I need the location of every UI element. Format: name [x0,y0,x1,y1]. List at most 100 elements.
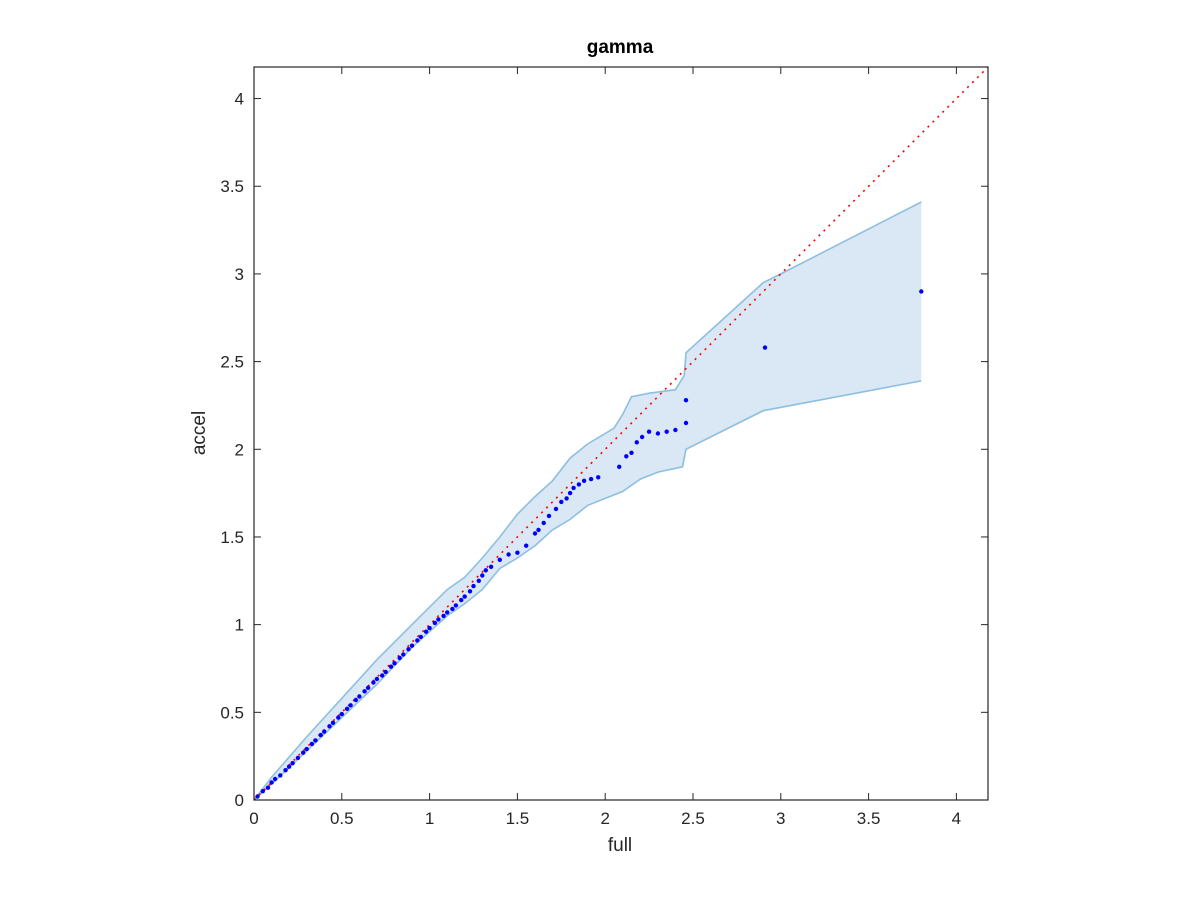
data-point [388,664,394,669]
data-point [436,617,441,622]
data-point [330,720,336,725]
y-tick-label: 0.5 [220,703,244,722]
data-point [365,685,371,690]
data-point [467,589,473,594]
data-point [488,564,494,569]
x-tick-label: 3 [776,809,785,828]
y-axis-label: accel [189,411,210,455]
data-point [683,420,689,426]
x-tick-label: 2 [600,809,609,828]
y-tick-label: 1 [235,616,244,635]
data-point [476,578,481,583]
confidence-band [254,202,922,800]
data-point [432,620,438,626]
data-point [353,697,358,703]
data-point [265,785,271,790]
data-point [639,434,645,440]
data-point [357,694,362,699]
data-point [506,552,511,557]
data-point [392,661,397,666]
data-point [541,520,546,526]
y-tick-label: 4 [235,90,244,109]
data-point [327,724,332,729]
data-point [278,773,283,778]
data-point [576,482,582,487]
data-point [406,647,411,652]
data-point [559,499,564,505]
data-point [629,450,634,455]
data-point [483,568,488,573]
data-point [532,531,538,536]
x-tick-label: 3.5 [857,809,881,828]
plot-area [253,66,989,801]
axes-frame [253,66,989,801]
data-point [441,613,446,619]
data-point [634,440,639,445]
data-point [673,427,678,433]
data-point [313,738,318,743]
data-point [383,669,388,675]
y-tick-label: 2.5 [220,353,244,372]
data-point [459,597,464,603]
data-point [318,732,323,738]
y-tick-label: 1.5 [220,528,244,547]
data-point [450,606,455,612]
y-tick-label: 2 [235,440,244,459]
data-point [380,673,385,678]
band-lower-edge [253,380,922,801]
data-point [445,610,450,615]
data-point [286,764,292,769]
data-point [269,780,274,785]
data-point [471,583,476,589]
data-point [655,431,661,436]
data-point [283,768,288,773]
data-point [418,634,423,640]
x-tick-label: 0.5 [330,809,354,828]
data-point [362,689,367,694]
x-axis-ticks: 0 0.5 1 1.5 2 2.5 3 3.5 4 [249,67,961,828]
data-point [624,454,629,459]
data-point [564,496,569,501]
data-point [919,289,924,294]
data-point [524,543,529,548]
reference-line [253,66,989,801]
data-point [255,794,260,799]
data-point [304,746,309,752]
data-point [683,398,689,403]
data-point [567,490,573,496]
data-point [427,625,432,631]
data-point [515,550,520,555]
chart-title: gamma [587,37,654,58]
data-point [571,485,576,491]
x-tick-label: 4 [952,809,961,828]
y-tick-label: 3.5 [220,177,244,196]
data-point [596,475,601,480]
data-point [480,573,485,578]
data-point [646,429,652,434]
data-point [497,557,502,562]
data-point [290,761,295,766]
y-tick-label: 0 [235,791,244,810]
data-point [617,464,622,469]
data-point [301,750,306,755]
data-point [409,643,415,648]
data-point [339,711,344,717]
data-point [401,652,406,657]
data-point [336,715,341,720]
data-point [374,676,380,682]
x-tick-label: 0 [249,809,258,828]
data-point [588,476,594,482]
data-point [553,506,559,512]
data-point [415,638,420,643]
data-point [536,527,541,533]
data-point [423,629,429,634]
x-axis-label: full [608,835,632,856]
data-point [397,655,402,661]
x-tick-label: 2.5 [681,809,705,828]
y-tick-label: 3 [235,265,244,284]
y-axis-ticks: 0 0.5 1 1.5 2 2.5 3 3.5 4 [220,90,988,810]
data-point [295,755,301,761]
data-point [453,603,459,608]
data-point [260,789,265,794]
